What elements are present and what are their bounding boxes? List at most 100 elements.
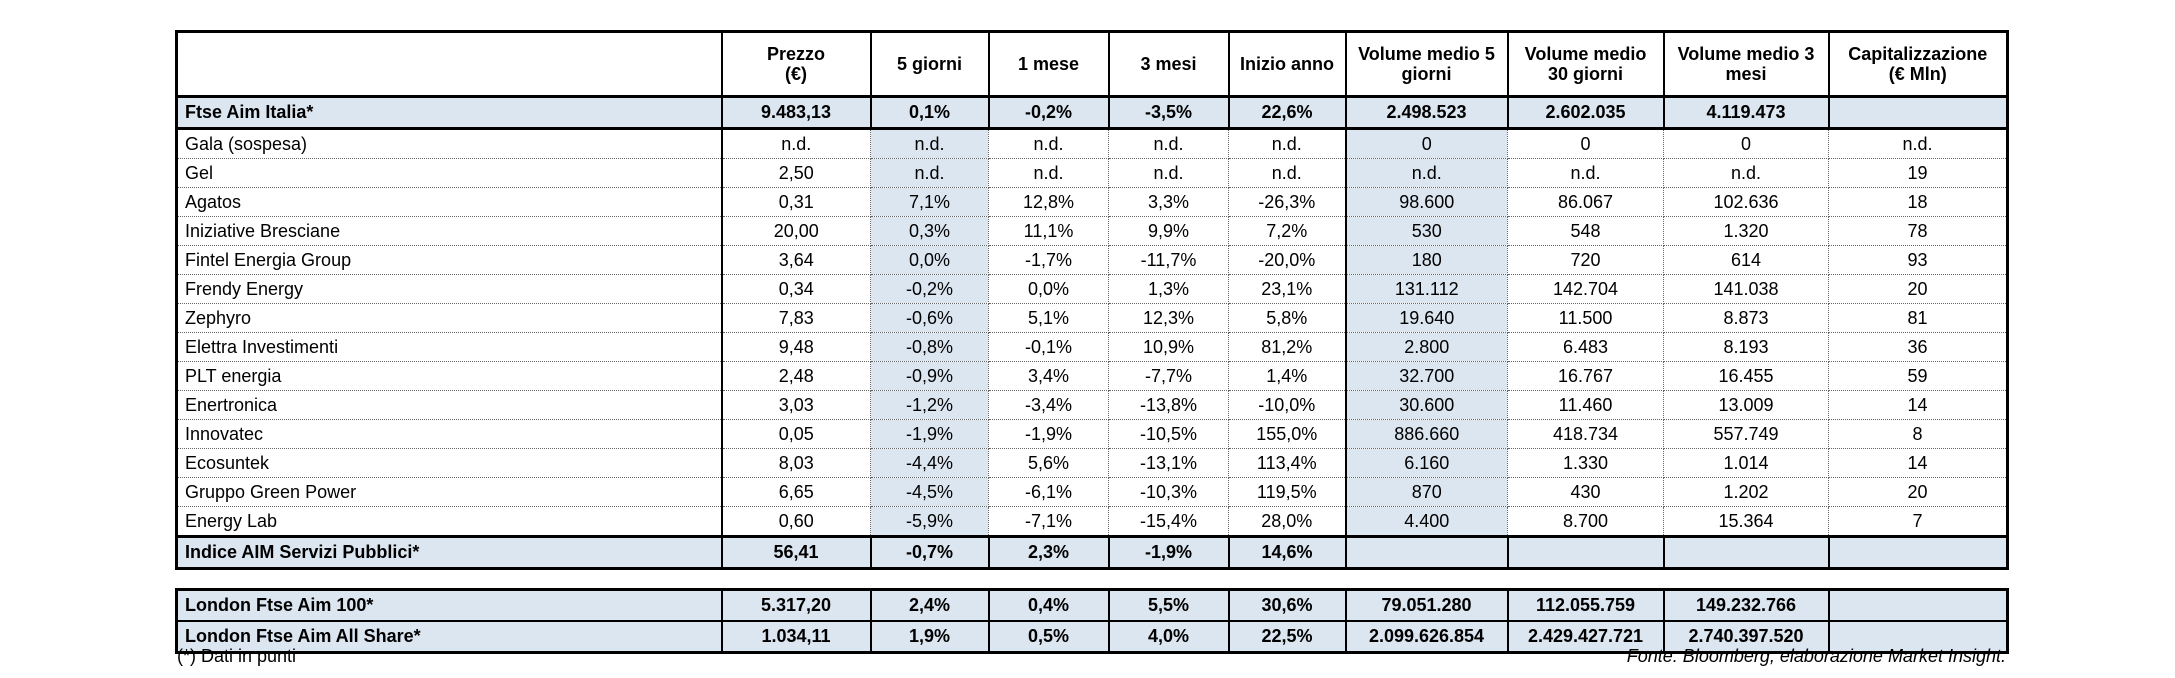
cell: 0,31 bbox=[721, 187, 871, 217]
cell: 0,4% bbox=[987, 588, 1110, 622]
table-row: Zephyro 7,83 -0,6% 5,1% 12,3% 5,8% 19.640 11.50… bbox=[176, 303, 2008, 333]
london-ftse-table: London Ftse Aim 100* 5.317,20 2,4% 0,4% 5,5%… bbox=[175, 588, 2009, 654]
footnote-points: (*) Dati in punti bbox=[177, 646, 297, 666]
cell: 59 bbox=[1828, 361, 2008, 391]
cell: 2,48 bbox=[721, 361, 871, 391]
cell: -10,5% bbox=[1108, 419, 1229, 449]
cell bbox=[1507, 535, 1665, 570]
cell: 0,05 bbox=[721, 419, 871, 449]
cell: -0,2% bbox=[870, 274, 989, 304]
cell: 530 bbox=[1344, 216, 1508, 246]
cell: -11,7% bbox=[1108, 245, 1229, 275]
cell: 19 bbox=[1828, 158, 2008, 188]
cell: -3,4% bbox=[988, 390, 1109, 420]
cell: 10,9% bbox=[1108, 332, 1229, 362]
cell: -0,1% bbox=[988, 332, 1109, 362]
cell: 6.160 bbox=[1344, 448, 1508, 478]
table-row: London Ftse Aim 100* 5.317,20 2,4% 0,4% 5,5%… bbox=[175, 588, 2009, 622]
cell: 1.320 bbox=[1663, 216, 1829, 246]
cell: 7,83 bbox=[721, 303, 871, 333]
cell: 14 bbox=[1828, 448, 2008, 478]
cell: 886.660 bbox=[1344, 419, 1508, 449]
cell: 5.317,20 bbox=[720, 588, 872, 622]
cell: 2,3% bbox=[988, 535, 1110, 570]
column-header: Volume medio 3 mesi bbox=[1662, 30, 1830, 98]
cell: -0,9% bbox=[870, 361, 989, 391]
cell: 870 bbox=[1344, 477, 1508, 507]
cell: 23,1% bbox=[1228, 274, 1346, 304]
cell: 2,4% bbox=[869, 588, 990, 622]
table-row: Iniziative Bresciane 20,00 0,3% 11,1% 9,9% 7,… bbox=[176, 216, 2008, 246]
table-row: Ftse Aim Italia* 9.483,13 0,1% -0,2% -3,5% 22… bbox=[176, 95, 2009, 130]
cell: -10,0% bbox=[1228, 390, 1346, 420]
cell: 11.500 bbox=[1507, 303, 1664, 333]
cell: 8 bbox=[1828, 419, 2008, 449]
cell: 30.600 bbox=[1344, 390, 1508, 420]
cell: -4,5% bbox=[870, 477, 989, 507]
row-name: Gala (sospesa) bbox=[176, 128, 723, 159]
cell: 11.460 bbox=[1507, 390, 1664, 420]
table-row: Agatos 0,31 7,1% 12,8% 3,3% -26,3% 98.600 86.06… bbox=[176, 187, 2008, 217]
cell: 93 bbox=[1828, 245, 2008, 275]
cell: 149.232.766 bbox=[1662, 588, 1830, 622]
cell: -5,9% bbox=[870, 506, 989, 537]
cell: -26,3% bbox=[1228, 187, 1346, 217]
cell: 28,0% bbox=[1228, 506, 1346, 537]
cell: n.d. bbox=[1228, 128, 1346, 159]
cell: 1,3% bbox=[1108, 274, 1229, 304]
cell: 102.636 bbox=[1663, 187, 1829, 217]
cell: 8.873 bbox=[1663, 303, 1829, 333]
table-row: Enertronica 3,03 -1,2% -3,4% -13,8% -10,0% 30.… bbox=[176, 390, 2008, 420]
cell: n.d. bbox=[1344, 158, 1508, 188]
cell: -0,2% bbox=[988, 95, 1110, 130]
cell: 32.700 bbox=[1344, 361, 1508, 391]
cell: 2.800 bbox=[1344, 332, 1508, 362]
cell: 113,4% bbox=[1228, 448, 1346, 478]
cell: 6.483 bbox=[1507, 332, 1664, 362]
cell: 557.749 bbox=[1663, 419, 1829, 449]
column-header: Volume medio 30 giorni bbox=[1506, 30, 1665, 98]
cell: -0,7% bbox=[870, 535, 990, 570]
column-header: 1 mese bbox=[987, 30, 1110, 98]
cell: 9.483,13 bbox=[721, 95, 872, 130]
cell: 0,34 bbox=[721, 274, 871, 304]
cell: 14 bbox=[1828, 390, 2008, 420]
row-name: Gel bbox=[176, 158, 723, 188]
cell: 155,0% bbox=[1228, 419, 1346, 449]
cell: 16.767 bbox=[1507, 361, 1664, 391]
cell bbox=[1828, 535, 2009, 570]
cell: n.d. bbox=[1507, 158, 1664, 188]
table-row: Gruppo Green Power 6,65 -4,5% -6,1% -10,3% 11… bbox=[176, 477, 2008, 507]
cell: 2.602.035 bbox=[1507, 95, 1665, 130]
cell: n.d. bbox=[1228, 158, 1346, 188]
cell bbox=[1828, 95, 2009, 130]
cell: 112.055.759 bbox=[1506, 588, 1665, 622]
header-row: Prezzo (€) 5 giorni 1 mese 3 mesi Inizio anno… bbox=[175, 30, 2009, 98]
cell: 5,6% bbox=[988, 448, 1109, 478]
cell: 1.014 bbox=[1663, 448, 1829, 478]
row-name: Energy Lab bbox=[176, 506, 723, 537]
cell: 1.034,11 bbox=[720, 620, 872, 654]
cell: -1,7% bbox=[988, 245, 1109, 275]
cell: -1,2% bbox=[870, 390, 989, 420]
cell: -3,5% bbox=[1108, 95, 1230, 130]
cell: -7,7% bbox=[1108, 361, 1229, 391]
cell: 12,8% bbox=[988, 187, 1109, 217]
table-row: Gala (sospesa) n.d. n.d. n.d. n.d. n.d. 0 0 0 n.d… bbox=[176, 128, 2008, 159]
cell: 8.193 bbox=[1663, 332, 1829, 362]
cell: n.d. bbox=[721, 128, 871, 159]
cell: -1,9% bbox=[870, 419, 989, 449]
cell: 9,48 bbox=[721, 332, 871, 362]
cell: 79.051.280 bbox=[1344, 588, 1509, 622]
cell: n.d. bbox=[1108, 158, 1229, 188]
cell: 7 bbox=[1828, 506, 2008, 537]
cell: 720 bbox=[1507, 245, 1664, 275]
cell: -4,4% bbox=[870, 448, 989, 478]
cell: n.d. bbox=[1108, 128, 1229, 159]
cell: 0,0% bbox=[988, 274, 1109, 304]
cell: 3,64 bbox=[721, 245, 871, 275]
row-name: London Ftse Aim All Share* bbox=[175, 620, 723, 654]
cell: n.d. bbox=[1663, 158, 1829, 188]
cell: 131.112 bbox=[1344, 274, 1508, 304]
table-row: Indice AIM Servizi Pubblici* 56,41 -0,7% 2,… bbox=[176, 535, 2009, 570]
